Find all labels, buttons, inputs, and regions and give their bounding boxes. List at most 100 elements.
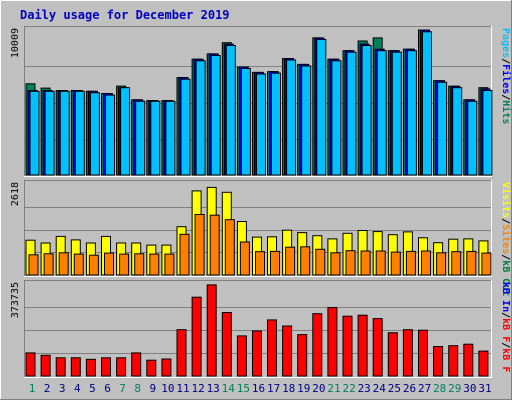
bar-sites-day-8 xyxy=(134,253,145,276)
bar-pages-day-28 xyxy=(437,81,448,176)
x-tick-label-day-13: 13 xyxy=(207,382,220,395)
x-tick-label-day-7: 7 xyxy=(119,382,126,395)
bar-kb-f-day-2 xyxy=(40,354,51,377)
bar-pages-day-23 xyxy=(361,45,372,176)
bar-pages-day-5 xyxy=(89,92,100,176)
bar-kb-f-day-29 xyxy=(448,345,459,377)
panel-bottom-max-label: 373735 xyxy=(10,282,21,318)
bar-kb-f-day-14 xyxy=(221,312,232,377)
bar-pages-day-20 xyxy=(316,38,327,176)
x-tick-label-day-26: 26 xyxy=(403,382,416,395)
bar-sites-day-12 xyxy=(194,214,205,276)
side-legend-item: / xyxy=(500,58,511,64)
bar-pages-day-16 xyxy=(256,73,266,176)
x-tick-label-day-11: 11 xyxy=(176,382,189,395)
x-tick-label-day-8: 8 xyxy=(134,382,141,395)
bar-kb-f-day-17 xyxy=(267,319,277,377)
bar-sites-day-7 xyxy=(119,253,130,276)
bar-pages-day-24 xyxy=(376,50,387,176)
bar-sites-day-13 xyxy=(209,214,220,276)
x-axis-labels: 1 2 3 4 5 6 7 8 9 10 11 12 13 14 15 16 17 18 19 20 21 22 23 24 2… xyxy=(29,382,492,395)
bar-sites-day-6 xyxy=(104,252,114,276)
bar-pages-day-22 xyxy=(346,51,357,176)
chart-title: Daily usage for December 2019 xyxy=(20,8,230,22)
bar-sites-day-18 xyxy=(285,246,296,276)
bar-kb-f-day-6 xyxy=(101,357,111,377)
x-tick-label-day-17: 17 xyxy=(267,382,280,395)
bar-sites-day-20 xyxy=(315,248,326,276)
x-tick-label-day-18: 18 xyxy=(282,382,295,395)
bar-sites-day-19 xyxy=(300,246,311,276)
x-tick-label-day-5: 5 xyxy=(89,382,96,395)
bar-kb-f-day-19 xyxy=(297,334,308,377)
x-tick-label-day-10: 10 xyxy=(161,382,174,395)
side-legend-item: / xyxy=(500,312,511,318)
bar-pages-day-29 xyxy=(452,87,463,176)
bar-kb-f-day-25 xyxy=(387,332,398,377)
bar-pages-day-1 xyxy=(29,90,40,176)
side-legend-item: Visits xyxy=(500,182,512,218)
panel-middle-max-label: 2618 xyxy=(10,182,21,206)
bar-pages-day-17 xyxy=(271,72,281,176)
bar-sites-day-9 xyxy=(149,253,160,276)
bar-sites-day-16 xyxy=(255,251,265,276)
bar-kb-f-day-4 xyxy=(70,357,81,377)
bar-kb-f-day-12 xyxy=(191,296,202,377)
x-tick-label-day-30: 30 xyxy=(463,382,476,395)
bar-pages-day-3 xyxy=(59,90,70,176)
x-tick-label-day-19: 19 xyxy=(297,382,310,395)
side-legend-item: Hits xyxy=(500,100,512,124)
bar-pages-day-30 xyxy=(467,100,478,176)
bar-kb-f-day-21 xyxy=(327,307,338,377)
panel-top: 10009 Pages/Files/Hits xyxy=(10,26,512,177)
bar-pages-day-2 xyxy=(44,90,55,176)
side-legend-item: kB F xyxy=(500,348,511,372)
side-legend-item: Sites xyxy=(500,224,512,254)
x-tick-label-day-31: 31 xyxy=(478,382,491,395)
panel-bottom: 373735 kB In/kB F/kB F xyxy=(10,280,511,378)
bar-sites-day-4 xyxy=(73,253,84,276)
panel-middle-side-legend: Visits/Sites/kB Out xyxy=(500,182,512,296)
bar-kb-f-day-23 xyxy=(357,314,368,377)
x-tick-label-day-22: 22 xyxy=(342,382,355,395)
x-tick-label-day-9: 9 xyxy=(149,382,156,395)
x-tick-label-day-2: 2 xyxy=(44,382,51,395)
bar-pages-day-9 xyxy=(150,100,161,176)
side-legend-item: / xyxy=(500,342,511,348)
bar-kb-f-day-22 xyxy=(342,315,353,377)
bar-pages-day-12 xyxy=(195,60,206,176)
bar-sites-day-14 xyxy=(224,219,235,276)
bar-kb-f-day-26 xyxy=(402,329,413,377)
bar-pages-day-26 xyxy=(406,50,417,176)
bar-sites-day-2 xyxy=(43,253,54,276)
bar-sites-day-25 xyxy=(390,251,401,276)
side-legend-item: kB F xyxy=(500,318,511,342)
side-legend-item: / xyxy=(500,254,511,260)
x-tick-label-day-3: 3 xyxy=(59,382,66,395)
side-legend-item: kB Out xyxy=(500,260,511,296)
bar-sites-day-31 xyxy=(481,252,492,276)
x-tick-label-day-12: 12 xyxy=(191,382,204,395)
x-tick-label-day-4: 4 xyxy=(74,382,81,395)
x-tick-label-day-14: 14 xyxy=(222,382,236,395)
bar-kb-f-day-28 xyxy=(433,346,444,377)
bar-kb-f-day-18 xyxy=(282,325,293,377)
x-tick-label-day-20: 20 xyxy=(312,382,325,395)
bar-pages-day-27 xyxy=(422,31,432,176)
x-tick-label-day-15: 15 xyxy=(237,382,250,395)
bar-pages-day-7 xyxy=(120,87,131,176)
bar-kb-f-day-5 xyxy=(85,358,96,377)
bar-sites-day-28 xyxy=(436,252,447,276)
bar-pages-day-6 xyxy=(105,94,115,176)
bar-pages-day-19 xyxy=(301,65,312,176)
bar-sites-day-24 xyxy=(375,250,386,276)
side-legend-item: kB In xyxy=(500,282,511,312)
panel-bottom-side-legend: kB In/kB F/kB F xyxy=(500,282,511,372)
x-tick-label-day-23: 23 xyxy=(358,382,371,395)
bar-sites-day-11 xyxy=(179,233,190,276)
bar-kb-f-day-10 xyxy=(161,358,172,377)
bar-sites-day-15 xyxy=(239,241,250,276)
bar-kb-f-day-1 xyxy=(25,352,36,377)
